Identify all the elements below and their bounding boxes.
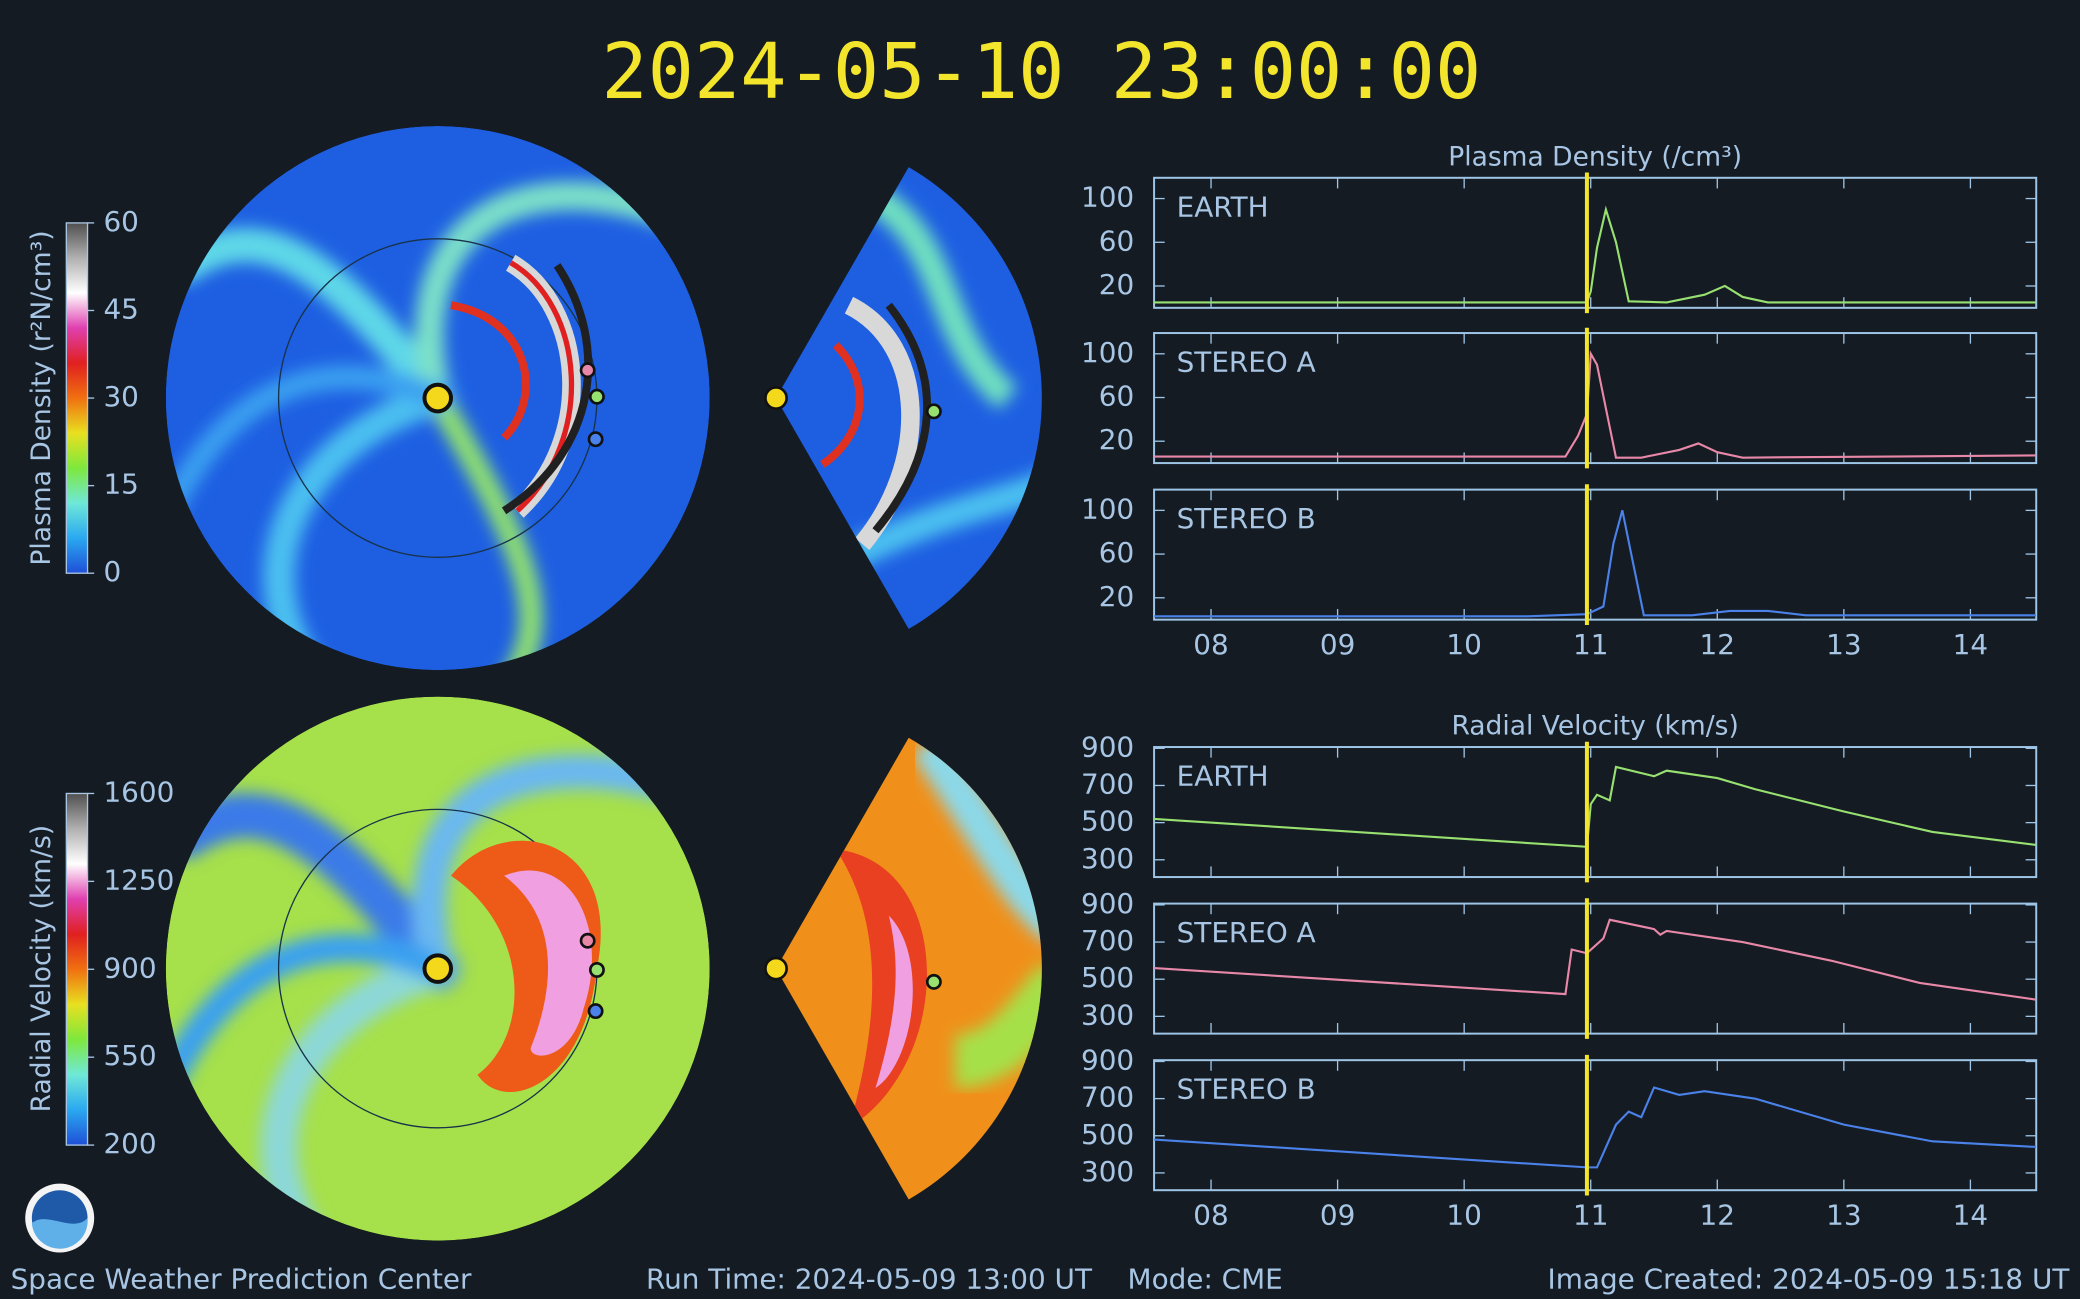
earth-marker xyxy=(925,403,942,420)
x-tick-label: 09 xyxy=(1320,628,1355,661)
colorbar-tick-label: 1600 xyxy=(103,775,174,808)
colorbar-tick-label: 15 xyxy=(103,468,138,501)
x-tick-label: 08 xyxy=(1193,628,1228,661)
series-line xyxy=(1154,1086,2037,1169)
velocity-wedge xyxy=(776,737,1042,1200)
y-tick-label: 300 xyxy=(1081,842,1134,875)
y-tick-label: 300 xyxy=(1081,998,1134,1031)
y-tick-label: 300 xyxy=(1081,1155,1134,1188)
y-tick-label: 900 xyxy=(1081,1043,1134,1076)
y-tick-label: 20 xyxy=(1099,580,1134,613)
sun xyxy=(764,956,788,981)
colorbar xyxy=(65,222,89,574)
x-tick-label: 14 xyxy=(1953,1199,1988,1232)
title: 2024-05-10 23:00:00 xyxy=(601,28,1481,117)
earth-marker xyxy=(588,388,605,405)
series-name: STEREO A xyxy=(1177,916,1316,949)
y-tick-label: 100 xyxy=(1081,492,1134,525)
x-tick-label: 11 xyxy=(1573,628,1608,661)
series-line xyxy=(1154,205,2037,304)
stereo-a-marker xyxy=(579,362,596,379)
series-line xyxy=(1154,765,2037,848)
colorbar-tick-label: 30 xyxy=(103,380,138,413)
colorbar-tick-label: 550 xyxy=(103,1039,156,1072)
series-name: EARTH xyxy=(1177,760,1269,793)
series-line xyxy=(1154,918,2037,1001)
earth-marker xyxy=(588,961,605,978)
colorbar-tick-label: 200 xyxy=(103,1127,156,1160)
panel-frame xyxy=(1153,176,2038,309)
x-tick-label: 09 xyxy=(1320,1199,1355,1232)
series-name: STEREO A xyxy=(1177,346,1316,379)
footer-mode: Mode: CME xyxy=(1128,1262,1283,1295)
y-tick-label: 700 xyxy=(1081,767,1134,800)
footer-created: Image Created: 2024-05-09 15:18 UT xyxy=(1548,1262,2071,1295)
x-tick-label: 08 xyxy=(1193,1199,1228,1232)
sun xyxy=(422,953,454,984)
y-tick-label: 700 xyxy=(1081,924,1134,957)
sun xyxy=(764,386,788,411)
y-tick-label: 60 xyxy=(1099,536,1134,569)
y-tick-label: 100 xyxy=(1081,181,1134,214)
y-tick-label: 60 xyxy=(1099,224,1134,257)
x-tick-label: 13 xyxy=(1826,1199,1861,1232)
colorbar-label: Plasma Density (r²N/cm³) xyxy=(26,230,57,565)
x-tick-label: 13 xyxy=(1826,628,1861,661)
y-tick-label: 500 xyxy=(1081,1118,1134,1151)
colorbar-tick-label: 0 xyxy=(103,555,121,588)
panel-title: Plasma Density (/cm³) xyxy=(1448,141,1742,172)
series-name: STEREO B xyxy=(1177,502,1316,535)
y-tick-label: 500 xyxy=(1081,961,1134,994)
footer-run-time: Run Time: 2024-05-09 13:00 UT xyxy=(646,1262,1093,1295)
y-tick-label: 900 xyxy=(1081,730,1134,763)
y-tick-label: 20 xyxy=(1099,423,1134,456)
colorbar-tick-label: 1250 xyxy=(103,863,174,896)
earth-marker xyxy=(925,973,942,990)
colorbar-tick-label: 900 xyxy=(103,951,156,984)
colorbar-tick-label: 45 xyxy=(103,292,138,325)
x-tick-label: 10 xyxy=(1446,1199,1481,1232)
noaa-logo xyxy=(25,1183,95,1253)
y-tick-label: 500 xyxy=(1081,805,1134,838)
stereo-b-marker xyxy=(587,431,604,448)
stereo-a-marker xyxy=(579,932,596,949)
panel-frame xyxy=(1153,1059,2038,1192)
y-tick-label: 700 xyxy=(1081,1081,1134,1114)
y-tick-label: 900 xyxy=(1081,887,1134,920)
x-tick-label: 11 xyxy=(1573,1199,1608,1232)
panel-title: Radial Velocity (km/s) xyxy=(1451,711,1738,742)
colorbar-label: Radial Velocity (km/s) xyxy=(26,825,57,1112)
x-tick-label: 12 xyxy=(1700,628,1735,661)
panel-frame xyxy=(1153,746,2038,879)
sun xyxy=(422,382,454,414)
x-tick-label: 10 xyxy=(1446,628,1481,661)
density-wedge xyxy=(776,167,1042,629)
series-line xyxy=(1154,350,2037,459)
x-tick-label: 12 xyxy=(1700,1199,1735,1232)
colorbar xyxy=(65,792,89,1146)
series-name: EARTH xyxy=(1177,190,1269,223)
y-tick-label: 100 xyxy=(1081,336,1134,369)
x-tick-label: 14 xyxy=(1953,628,1988,661)
colorbar-tick-label: 60 xyxy=(103,205,138,238)
series-name: STEREO B xyxy=(1177,1073,1316,1106)
y-tick-label: 60 xyxy=(1099,380,1134,413)
footer-center: Space Weather Prediction Center xyxy=(11,1262,472,1295)
stereo-b-marker xyxy=(587,1003,604,1020)
y-tick-label: 20 xyxy=(1099,268,1134,301)
